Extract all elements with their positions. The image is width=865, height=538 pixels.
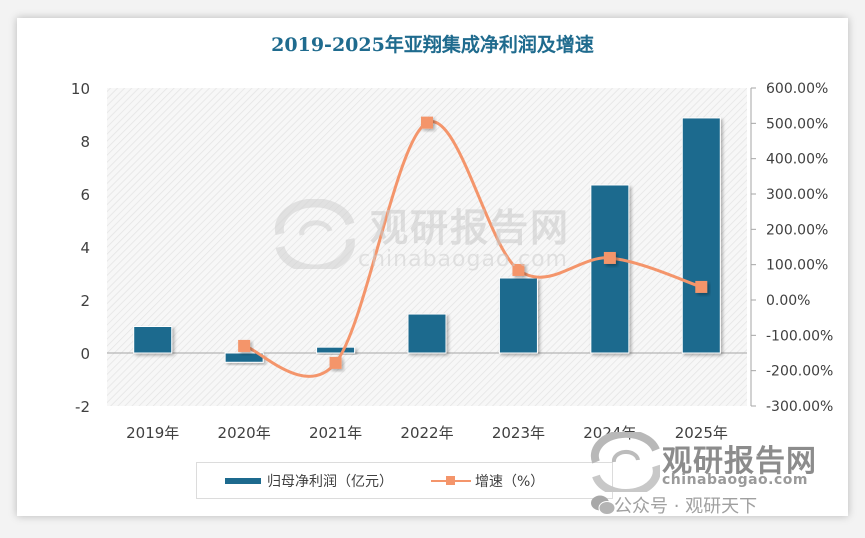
legend-item-net-profit: 归母净利润（亿元） xyxy=(197,471,393,491)
plot-area xyxy=(107,88,747,406)
x-axis-tick-label: 2022年 xyxy=(400,424,453,442)
x-axis-tick-label: 2024年 xyxy=(583,424,636,442)
line-marker xyxy=(603,251,616,264)
legend-line-swatch xyxy=(431,475,471,486)
line-series xyxy=(238,116,708,378)
chart-legend: 归母净利润（亿元） 增速（%） xyxy=(196,462,613,499)
bar-series xyxy=(133,117,721,363)
right-axis-tick-label: 300.00% xyxy=(766,187,828,203)
right-axis-tick-label: 0.00% xyxy=(766,293,810,309)
bar xyxy=(407,313,447,354)
legend-label-growth: 增速（%） xyxy=(475,473,545,490)
line-marker xyxy=(421,116,433,129)
x-axis-tick-label: 2025年 xyxy=(675,424,728,442)
right-axis-tick-label: -200.00% xyxy=(766,364,833,380)
x-axis-tick-label: 2021年 xyxy=(309,424,362,442)
bar xyxy=(133,326,173,354)
x-axis-tick-label: 2023年 xyxy=(492,424,545,442)
right-axis: 600.00% 500.00% 400.00% 300.00% 200.00% 100.0… xyxy=(750,81,833,415)
left-axis-tick-label: 2 xyxy=(80,292,90,310)
x-axis-tick-label: 2019年 xyxy=(126,424,179,442)
right-axis-tick-label: 600.00% xyxy=(766,81,828,97)
right-axis-tick-label: -100.00% xyxy=(766,328,833,344)
right-axis-tick-label: 100.00% xyxy=(766,258,828,274)
right-axis-tick-label: 400.00% xyxy=(766,152,828,168)
line-marker xyxy=(695,280,708,293)
left-axis-tick-label: 8 xyxy=(80,133,90,151)
legend-item-growth: 增速（%） xyxy=(393,471,544,491)
left-axis-tick-label: 0 xyxy=(80,345,90,363)
bar xyxy=(590,184,630,354)
line-marker xyxy=(329,356,342,369)
right-axis-tick-label: 500.00% xyxy=(766,116,828,132)
bar xyxy=(498,277,538,354)
line-marker xyxy=(238,339,251,352)
left-axis-tick-label: -2 xyxy=(75,398,90,416)
x-axis-tick-label: 2020年 xyxy=(218,424,271,442)
legend-label-net-profit: 归母净利润（亿元） xyxy=(267,473,393,490)
right-axis-tick-label: 200.00% xyxy=(766,222,828,238)
left-axis-tick-label: 10 xyxy=(71,80,90,98)
line-marker xyxy=(512,263,525,276)
left-axis: 10 8 6 4 2 0 -2 xyxy=(71,80,90,416)
left-axis-tick-label: 6 xyxy=(80,186,90,204)
bar xyxy=(681,117,721,354)
x-axis: 2019年 2020年 2021年 2022年 2023年 2024年 2025年 xyxy=(126,424,728,442)
right-axis-tick-label: -300.00% xyxy=(766,399,833,415)
bar xyxy=(316,346,356,354)
legend-bar-swatch xyxy=(225,477,261,484)
chart-title: 2019-2025年亚翔集成净利润及增速 xyxy=(271,34,594,56)
left-axis-tick-label: 4 xyxy=(80,239,90,257)
